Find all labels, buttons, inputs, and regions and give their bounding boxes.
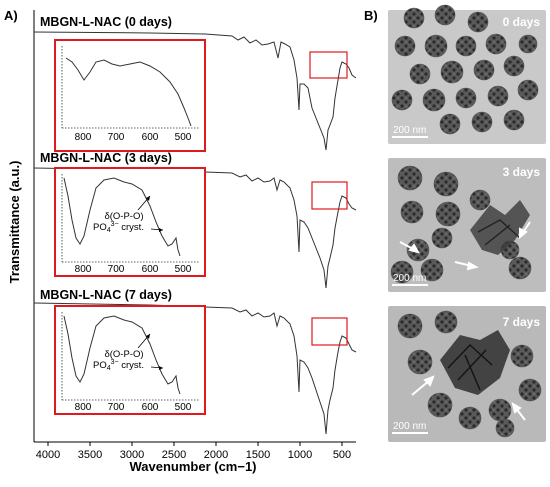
nanoparticle [422,88,446,112]
nanoparticle [518,34,538,54]
spectrum-title-0: MBGN-L-NAC (0 days) [40,15,172,29]
nanoparticle [440,60,464,84]
spectrum-curve-0 [33,31,357,151]
inset-3-tick-600: 600 [142,264,159,275]
x-tick-label: 1000 [288,449,312,461]
tem-3-arrows [399,221,531,271]
nanoparticle [427,392,453,418]
inset-3-tick-500: 500 [175,264,192,275]
inset-7-tick-600: 600 [142,402,159,413]
inset-3: δ(O-P-O) PO43− cryst. 800 700 600 500 [54,167,206,277]
nanoparticle [407,349,433,375]
spectrum-title-7: MBGN-L-NAC (7 days) [40,288,172,302]
nanoparticle [403,7,425,29]
tem-7-scale-text: 200 nm [393,421,426,432]
x-tick-label: 3500 [78,449,102,461]
inset-curve-0 [65,57,192,127]
nanoparticle [439,113,461,135]
spectrum-title-3: MBGN-L-NAC (3 days) [40,151,172,165]
nanoparticle [455,87,477,109]
x-tick-label: 3000 [120,449,144,461]
x-tick-label: 500 [333,449,351,461]
nanoparticle [485,33,507,55]
tem-3-scale-text: 200 nm [393,273,426,284]
nanoparticle [471,111,493,133]
tem-7-arrows [411,375,526,421]
tem-image-0: 0 days 200 nm [388,4,546,144]
nanoparticle [458,406,482,430]
nanoparticle [397,165,423,191]
tem-0-day-label: 0 days [503,15,541,29]
x-axis-label: Wavenumber (cm−1) [129,459,256,474]
nanoparticle [391,89,413,111]
nanoparticle [503,55,525,77]
tem-3-day-label: 3 days [503,165,541,179]
nanoparticle [469,189,491,211]
nanoparticle [394,35,416,57]
nanoparticle [487,85,509,107]
nanoparticle [495,418,515,438]
zoom-box-3 [311,181,348,210]
spectrum-curve-3 [33,167,357,289]
nanoparticle [433,171,459,197]
nanoparticle [473,59,495,81]
zoom-box-0 [309,51,348,79]
x-tick-label: 1500 [246,449,270,461]
tem-7-day-label: 7 days [503,315,541,329]
tem-image-7: 7 days 200 nm [388,306,546,442]
nanoparticle [488,398,512,422]
inset-0-tick-700: 700 [108,132,125,143]
inset-7-tick-700: 700 [108,402,125,413]
nanoparticle [503,109,525,131]
nanoparticle [397,313,423,339]
inset-0-tick-600: 600 [142,132,159,143]
inset-7: δ(O-P-O) PO43− cryst. 800 700 600 500 [54,305,206,415]
tem-0-scale-text: 200 nm [393,125,426,136]
nanoparticle [400,200,424,224]
inset-3-tick-800: 800 [75,264,92,275]
nanoparticle [390,260,414,284]
panel-a-label: A) [4,8,18,23]
nanoparticle [467,11,489,33]
inset-3-tick-700: 700 [108,264,125,275]
nanoparticle [455,35,477,57]
inset-7-annot-2: PO43− cryst. [93,359,144,372]
panel-b-label: B) [364,8,378,23]
inset-3-annot-2: PO43− cryst. [93,221,144,234]
nanoparticle [435,201,461,227]
inset-7-tick-500: 500 [175,402,192,413]
nanoparticle [508,256,532,280]
x-tick-label: 2500 [162,449,186,461]
nanoparticle [409,63,431,85]
zoom-box-7 [311,317,348,346]
nanoparticle [424,34,448,58]
x-tick-label: 4000 [36,449,60,461]
inset-curve-3 [63,177,181,257]
x-tick-label: 2000 [204,449,228,461]
nanoparticle [420,258,444,282]
nanoparticle [434,4,456,26]
inset-3-annot-1: δ(O-P-O) [104,211,143,222]
x-ticks: 4000 3500 3000 2500 2000 1500 1000 500 [36,442,351,461]
nanoparticle [434,310,458,334]
spectrum-curve-7 [33,302,357,435]
inset-0: 800 700 600 500 [54,39,206,152]
nanoparticle [517,79,539,101]
nanoparticle [518,378,542,402]
y-axis-label: Transmittance (a.u.) [7,161,22,284]
inset-7-tick-800: 800 [75,402,92,413]
inset-0-tick-500: 500 [175,132,192,143]
inset-0-tick-800: 800 [75,132,92,143]
nanoparticle [510,344,534,368]
inset-7-annot-1: δ(O-P-O) [104,349,143,360]
inset-curve-7 [63,315,181,395]
nanoparticle [431,227,453,249]
tem-image-3: 3 days 200 nm [388,158,546,292]
